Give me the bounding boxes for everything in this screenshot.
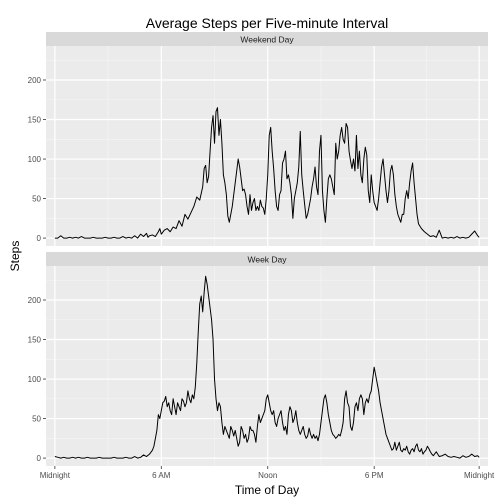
panel-background-weekend (46, 46, 488, 246)
x-tick-label: 6 PM (365, 471, 384, 480)
y-tick-label: 50 (32, 415, 41, 424)
y-tick-label: 0 (37, 234, 42, 243)
facet-panel-weekday: Week Day 0 50 100 150 200 (28, 252, 488, 466)
x-tick-label: Midnight (464, 471, 495, 480)
y-tick-label: 50 (32, 195, 41, 204)
x-tick-label: Midnight (40, 471, 71, 480)
chart-title: Average Steps per Five-minute Interval (146, 15, 389, 31)
strip-label-weekday: Week Day (247, 255, 287, 265)
grid-weekday (46, 266, 488, 466)
grid-weekend (46, 46, 488, 246)
strip-label-weekend: Weekend Day (240, 35, 294, 45)
y-tick-label: 200 (28, 296, 42, 305)
y-tick-label: 0 (37, 454, 42, 463)
x-tick-label: Noon (258, 471, 277, 480)
series-line-weekend (54, 107, 480, 239)
y-ticks-weekend: 0 50 100 150 200 (28, 76, 46, 243)
y-ticks-weekday: 0 50 100 150 200 (28, 296, 46, 463)
panel-background-weekday (46, 266, 488, 466)
facet-panel-weekend: Weekend Day 0 50 100 150 200 (28, 32, 488, 246)
y-tick-label: 100 (28, 155, 42, 164)
x-axis-title: Time of Day (235, 483, 299, 497)
strip-background-weekend (46, 32, 488, 46)
y-tick-label: 150 (28, 116, 42, 125)
strip-background-weekday (46, 252, 488, 266)
y-tick-label: 100 (28, 375, 42, 384)
y-tick-label: 200 (28, 76, 42, 85)
series-line-weekday (54, 275, 480, 459)
y-tick-label: 150 (28, 336, 42, 345)
x-axis: Midnight 6 AM Noon 6 PM Midnight (40, 466, 495, 480)
y-axis-title: Steps (8, 241, 22, 272)
x-tick-label: 6 AM (152, 471, 171, 480)
